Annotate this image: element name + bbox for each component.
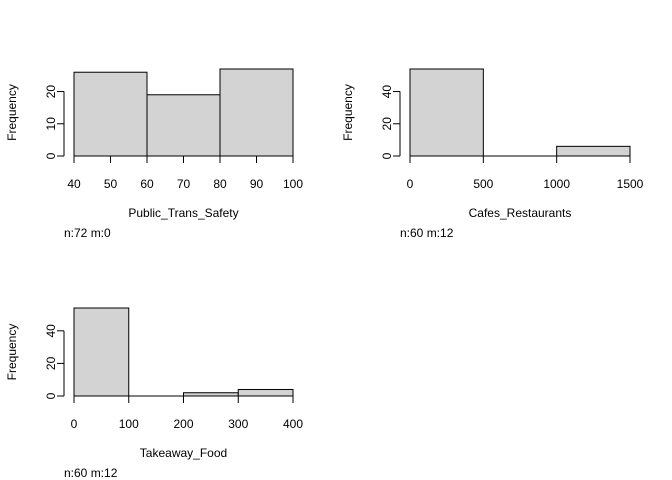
panel1-y-axis-title: Frequency: [5, 84, 19, 141]
panel2-y-tick-label: 20: [380, 117, 394, 131]
panel3-x-tick-label: 300: [228, 417, 248, 431]
panel1-bar: [73, 71, 148, 157]
panel3-bar: [73, 307, 130, 397]
panel2-y-tick-label: 40: [380, 85, 394, 99]
panel2-count-note: n:60 m:12: [400, 226, 454, 240]
panel1-x-axis-title: Public_Trans_Safety: [128, 206, 238, 220]
panel1-x-tick-label: 70: [177, 177, 191, 191]
panel2-x-tick-label: 1000: [543, 177, 570, 191]
panel1-x-tick-label: 60: [140, 177, 154, 191]
panel3-x-tick-label: 100: [119, 417, 139, 431]
panel1-x-tick-label: 90: [250, 177, 264, 191]
panel3-y-tick-label: 20: [44, 356, 58, 370]
panel2-x-tick-label: 500: [473, 177, 493, 191]
panel1-x-tick-label: 80: [213, 177, 227, 191]
panel2-bar: [409, 68, 484, 157]
panel1-x-tick-label: 40: [67, 177, 81, 191]
panel2-x-axis-title: Cafes_Restaurants: [469, 206, 572, 220]
panel1-count-note: n:72 m:0: [64, 226, 111, 240]
panel3-x-tick-label: 400: [283, 417, 303, 431]
panel2-x-tick-label: 0: [407, 177, 414, 191]
panel3-x-axis-title: Takeaway_Food: [140, 446, 227, 460]
panel3-x-tick-label: 0: [71, 417, 78, 431]
panel3-y-axis-title: Frequency: [5, 324, 19, 381]
panel3-bar: [237, 388, 294, 397]
panel1-x-tick-label: 50: [104, 177, 118, 191]
panel1-bar: [146, 94, 221, 157]
panel2-x-tick-label: 1500: [617, 177, 644, 191]
panel2-y-axis-title: Frequency: [341, 84, 355, 141]
panel1-y-tick-label: 10: [44, 117, 58, 131]
panel3-y-tick-label: 40: [44, 324, 58, 338]
panel3-x-tick-label: 200: [173, 417, 193, 431]
panel1-y-tick-label: 20: [44, 85, 58, 99]
panel1-y-tick-label: 0: [44, 152, 58, 159]
panel1-bar: [219, 68, 294, 157]
panel2-bar: [556, 145, 631, 157]
panel2-y-tick-label: 0: [380, 152, 394, 159]
panel3-count-note: n:60 m:12: [64, 466, 118, 480]
panel3-y-tick-label: 0: [44, 392, 58, 399]
panel1-x-tick-label: 100: [283, 177, 303, 191]
